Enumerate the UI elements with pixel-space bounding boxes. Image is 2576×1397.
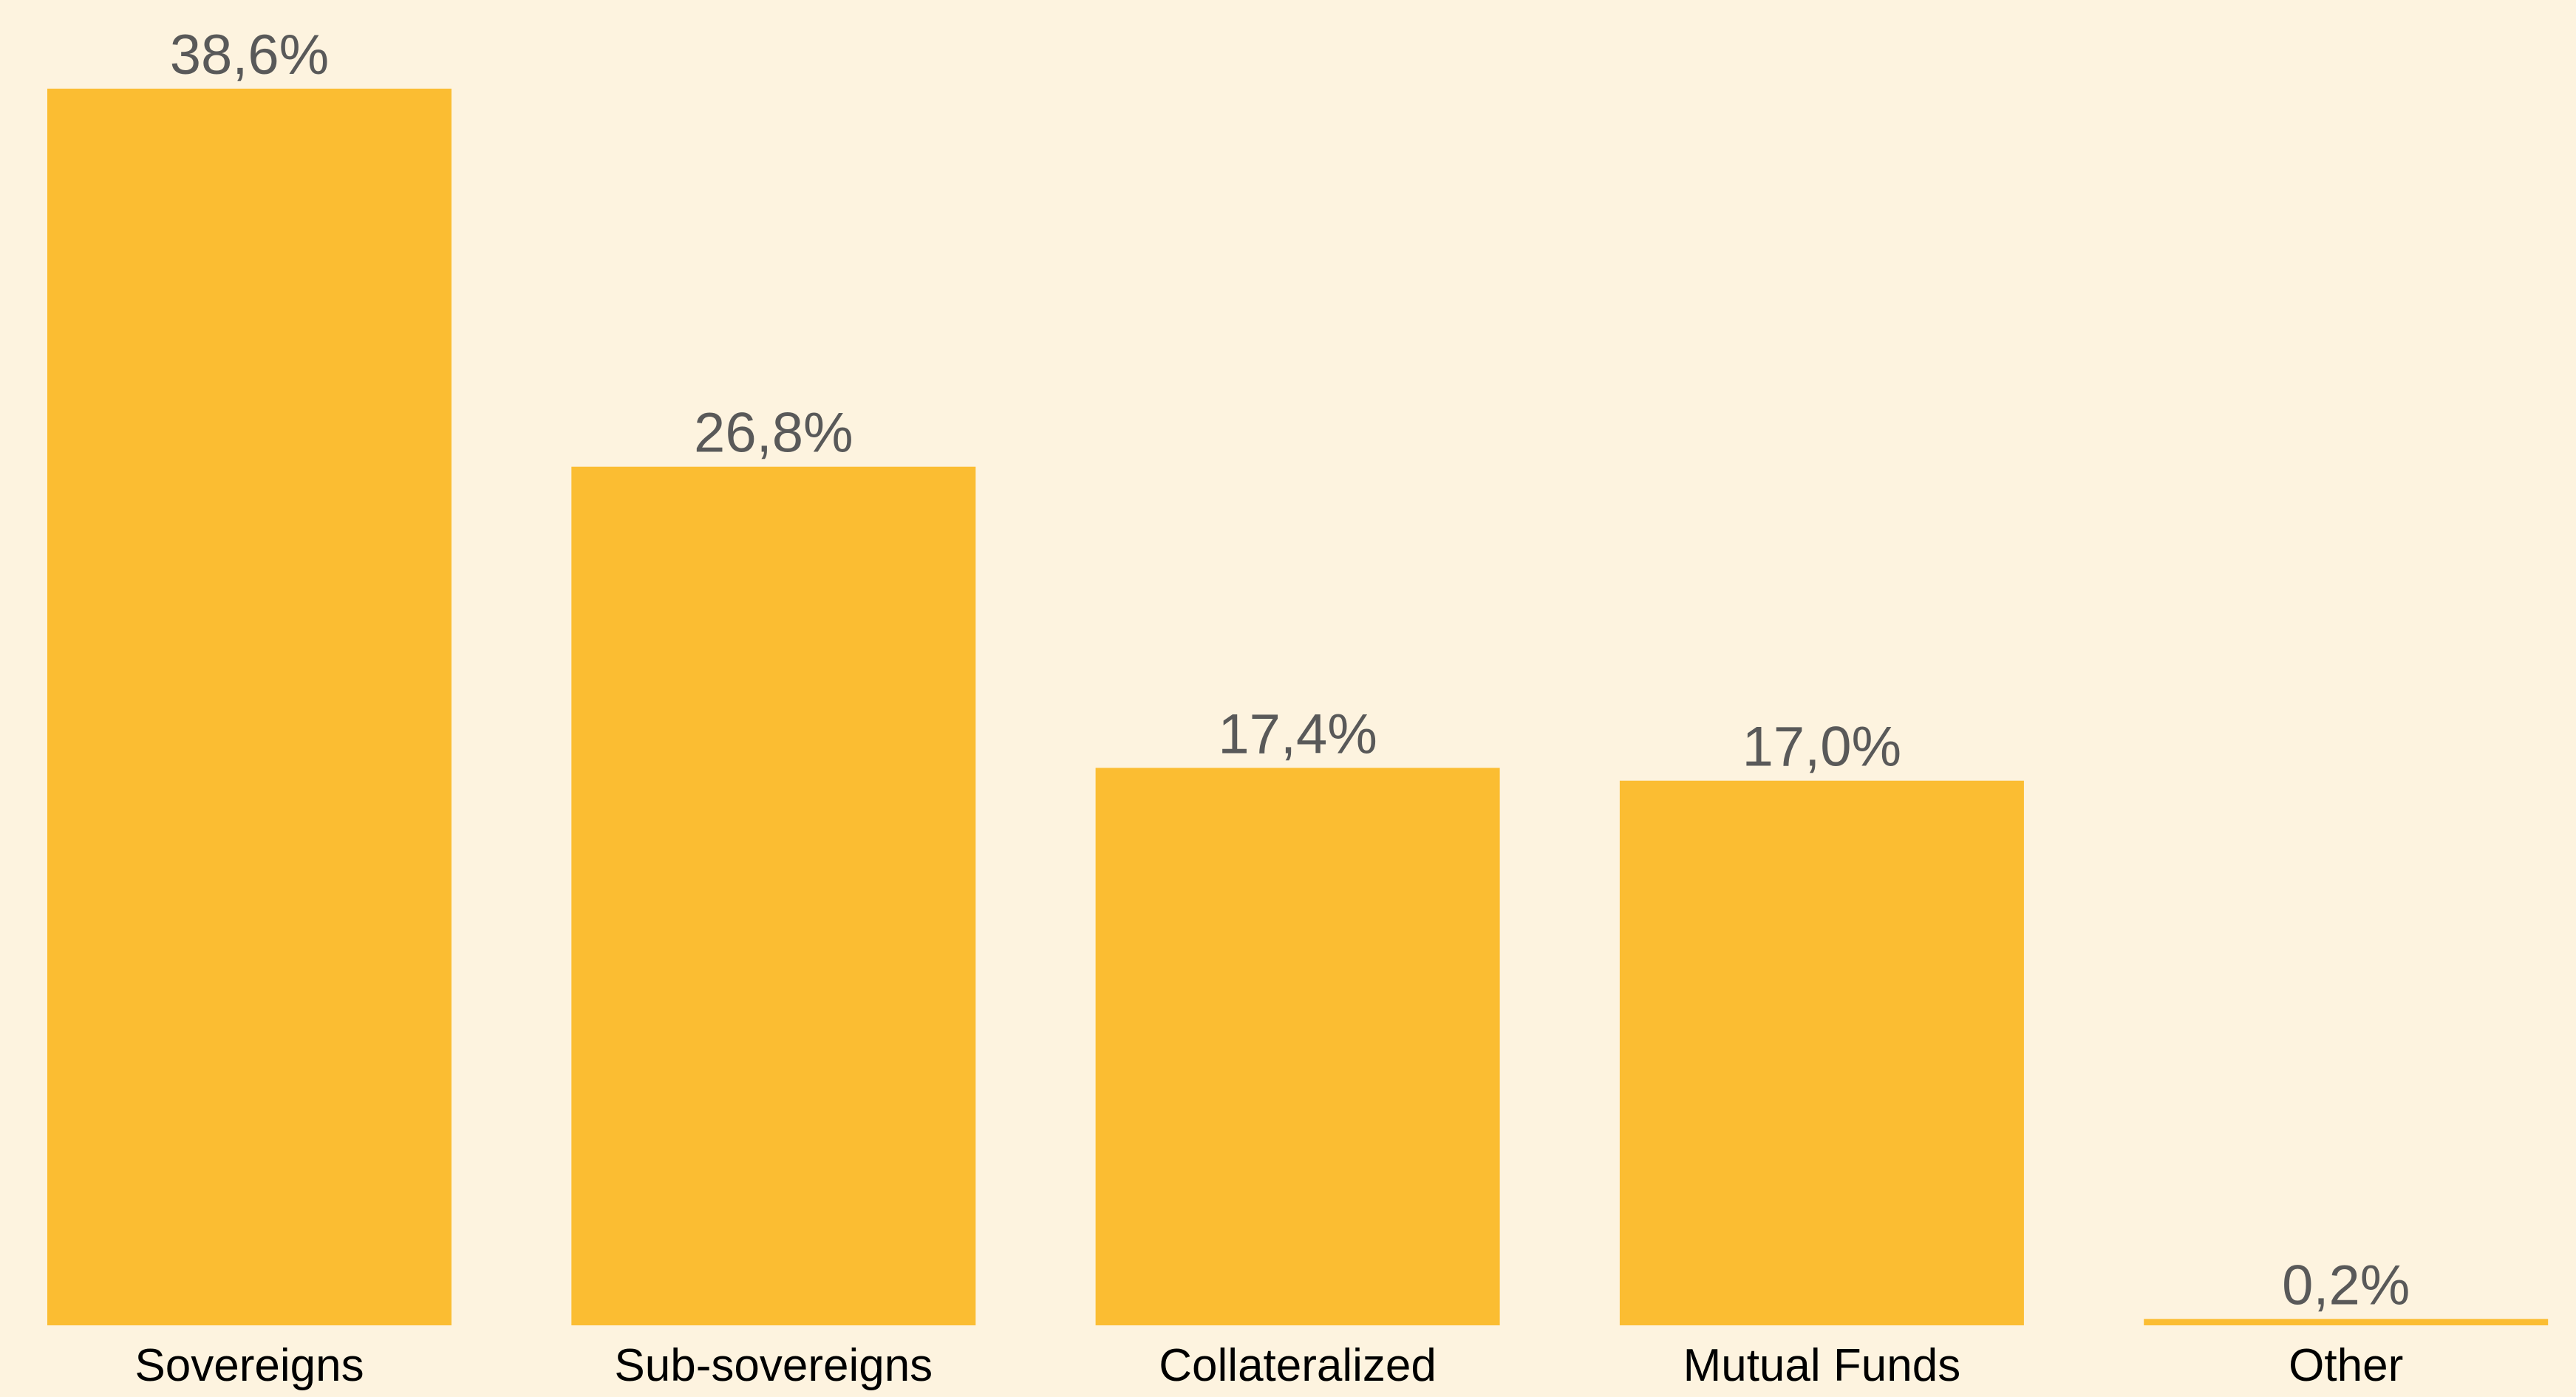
bar bbox=[571, 466, 976, 1325]
value-label: 17,4% bbox=[1218, 703, 1377, 765]
x-tick-label: Collateralized bbox=[1159, 1340, 1437, 1391]
value-label: 17,0% bbox=[1742, 716, 1902, 779]
x-tick-label: Mutual Funds bbox=[1683, 1340, 1961, 1391]
bar bbox=[1095, 768, 1500, 1325]
x-tick-label: Other bbox=[2289, 1340, 2403, 1391]
value-label: 0,2% bbox=[2282, 1254, 2410, 1316]
bar bbox=[2144, 1319, 2549, 1325]
value-label: 38,6% bbox=[170, 24, 330, 86]
bar bbox=[1619, 780, 2024, 1325]
x-tick-label: Sub-sovereigns bbox=[614, 1340, 933, 1391]
x-tick-label: Sovereigns bbox=[134, 1340, 364, 1391]
bar bbox=[47, 89, 452, 1325]
value-label: 26,8% bbox=[694, 402, 853, 465]
